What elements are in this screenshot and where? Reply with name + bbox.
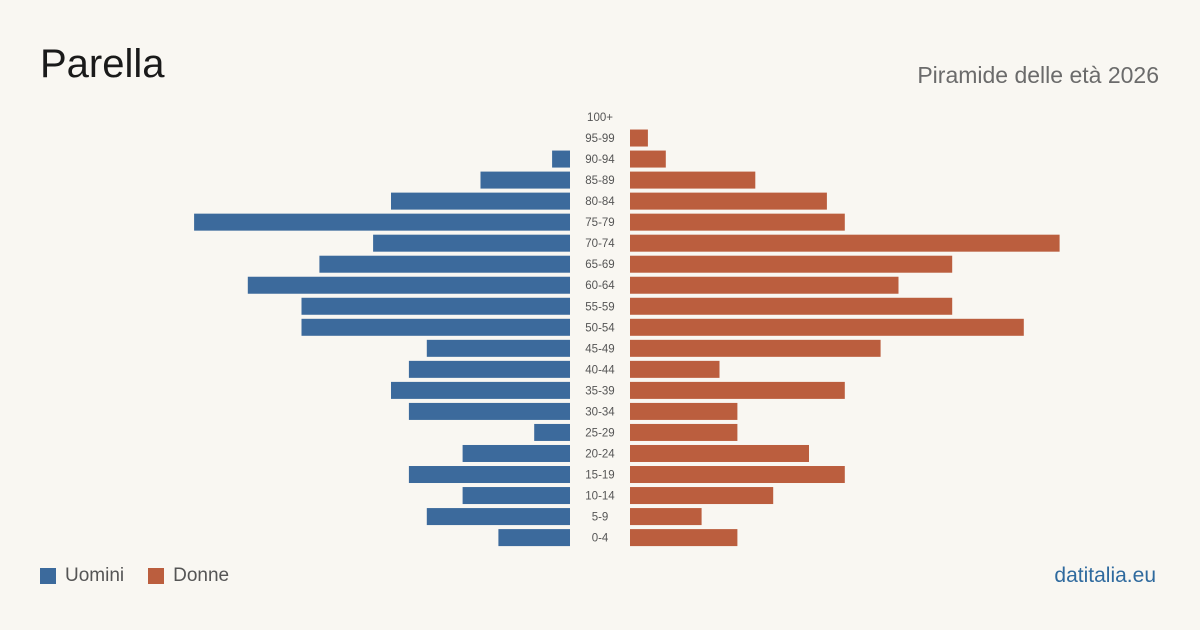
bar-men-25-29: [534, 423, 570, 441]
legend-swatch-women: [148, 568, 165, 584]
legend-label-women: Donne: [173, 565, 230, 586]
bar-women-95-99: [630, 129, 648, 147]
bar-women-15-19: [630, 466, 845, 484]
bar-women-10-14: [630, 487, 774, 505]
bar-men-60-64: [247, 276, 571, 294]
legend-label-men: Uomini: [65, 565, 125, 586]
bar-women-80-84: [630, 192, 827, 210]
bar-women-45-49: [630, 339, 881, 357]
age-label-70-74: 70-74: [585, 238, 615, 250]
age-label-45-49: 45-49: [585, 343, 614, 355]
bar-men-0-4: [498, 529, 570, 547]
bar-men-15-19: [408, 466, 570, 484]
bar-men-10-14: [462, 487, 570, 505]
bar-men-90-94: [552, 150, 570, 168]
bar-women-70-74: [630, 234, 1060, 252]
brand-link[interactable]: datitalia.eu: [1054, 564, 1156, 587]
age-label-40-44: 40-44: [585, 364, 615, 376]
age-label-5-9: 5-9: [592, 512, 609, 524]
age-label-90-94: 90-94: [585, 154, 615, 166]
bar-men-40-44: [408, 360, 570, 378]
bar-women-85-89: [630, 171, 756, 189]
bar-men-55-59: [301, 297, 570, 315]
bar-men-65-69: [319, 255, 570, 273]
age-label-75-79: 75-79: [585, 217, 614, 229]
bar-women-65-69: [630, 255, 953, 273]
legend-item-men: Uomini: [40, 565, 124, 587]
age-label-0-4: 0-4: [592, 533, 609, 545]
bar-women-5-9: [630, 508, 702, 526]
bar-men-80-84: [391, 192, 570, 210]
bar-women-35-39: [630, 381, 845, 399]
bar-women-0-4: [630, 529, 738, 547]
bar-women-25-29: [630, 423, 738, 441]
age-label-100plus: 100+: [587, 112, 613, 124]
age-label-30-34: 30-34: [585, 406, 615, 418]
bar-women-50-54: [630, 318, 1024, 336]
age-label-35-39: 35-39: [585, 385, 614, 397]
bar-men-35-39: [391, 381, 570, 399]
bar-men-85-89: [480, 171, 570, 189]
legend-swatch-men: [40, 568, 56, 584]
bar-men-75-79: [194, 213, 570, 231]
bar-women-20-24: [630, 444, 809, 462]
chart-title: Parella: [40, 42, 165, 86]
age-label-55-59: 55-59: [585, 301, 614, 313]
age-label-60-64: 60-64: [585, 280, 615, 292]
bar-men-45-49: [426, 339, 570, 357]
legend-item-women: Donne: [148, 565, 229, 587]
bar-women-40-44: [630, 360, 720, 378]
age-label-50-54: 50-54: [585, 322, 615, 334]
bar-women-75-79: [630, 213, 845, 231]
age-label-85-89: 85-89: [585, 175, 614, 187]
chart-subtitle: Piramide delle età 2026: [917, 62, 1159, 88]
age-label-10-14: 10-14: [585, 491, 615, 503]
bar-men-50-54: [301, 318, 570, 336]
age-label-95-99: 95-99: [585, 133, 614, 145]
age-label-15-19: 15-19: [585, 470, 614, 482]
bar-women-30-34: [630, 402, 738, 420]
bar-men-5-9: [426, 508, 570, 526]
bar-men-20-24: [462, 444, 570, 462]
age-label-80-84: 80-84: [585, 196, 615, 208]
bar-women-60-64: [630, 276, 899, 294]
age-label-20-24: 20-24: [585, 448, 615, 460]
bar-women-90-94: [630, 150, 666, 168]
bar-women-55-59: [630, 297, 953, 315]
legend: Uomini Donne: [40, 565, 229, 587]
age-label-25-29: 25-29: [585, 427, 614, 439]
bar-men-30-34: [408, 402, 570, 420]
bar-men-70-74: [373, 234, 570, 252]
age-label-65-69: 65-69: [585, 259, 614, 271]
